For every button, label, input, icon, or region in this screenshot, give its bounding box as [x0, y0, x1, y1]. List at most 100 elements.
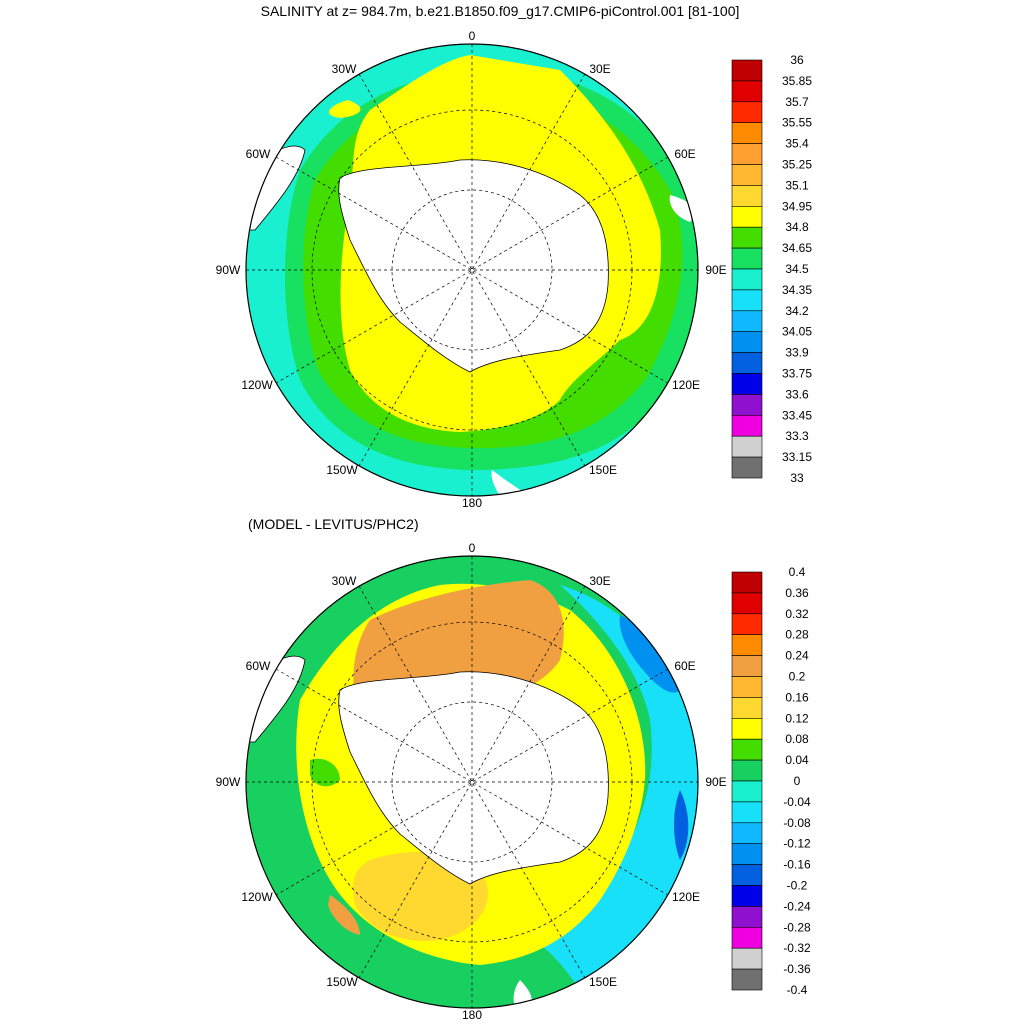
salinity-colorbar-box-11	[731, 289, 763, 312]
salinity-map: 0 30E 60E 90E 120E 150E 180 150W 120W 90…	[216, 29, 727, 510]
salinity-colorbar-box-6	[731, 185, 763, 207]
difference-colorbar-label-9: 0.04	[785, 753, 809, 767]
difference-colorbar-box-4	[731, 655, 763, 677]
lon-label-150w-diff: 150W	[326, 975, 358, 989]
diff-ross-core	[328, 895, 360, 935]
salinity-colorbar-box-12	[731, 310, 763, 332]
salinity-colorbar-box-16	[731, 394, 763, 416]
salinity-colorbar-label-14: 33.9	[785, 346, 809, 360]
difference-colorbar-label-14: -0.16	[783, 858, 811, 872]
difference-colorbar-label-0: 0.4	[789, 565, 806, 579]
lon-label-90e: 90E	[705, 263, 726, 277]
difference-colorbar-box-15	[731, 885, 763, 907]
salinity-colorbar: 36 35.85 35.7 35.55 35.4 35.25 35.1 34.95 34.8 34…	[731, 53, 812, 485]
graticule	[246, 44, 698, 496]
difference-map: 0 30E 60E 90E 120E 150E 180 150W 120W 90…	[216, 541, 727, 1022]
salinity-colorbar-box-15	[731, 373, 763, 395]
difference-colorbar: 0.4 0.36 0.32 0.28 0.24 0.2 0.16 0.12 0.08 0.04 0 -…	[731, 565, 811, 997]
salinity-colorbar-box-7	[731, 206, 763, 228]
salinity-colorbar-label-1: 35.85	[782, 74, 812, 88]
lon-label-60w-diff: 60W	[246, 659, 271, 673]
difference-colorbar-label-19: -0.36	[783, 962, 811, 976]
difference-colorbar-box-7	[731, 717, 763, 740]
salinity-colorbar-label-5: 35.25	[782, 158, 812, 172]
map-boundary	[245, 43, 699, 497]
difference-colorbar-label-17: -0.28	[783, 920, 811, 934]
difference-colorbar-box-16	[731, 906, 763, 928]
salinity-colorbar-label-0: 36	[790, 53, 804, 67]
difference-colorbar-label-3: 0.28	[785, 628, 809, 642]
lon-label-30e-diff: 30E	[589, 574, 610, 588]
difference-colorbar-label-7: 0.12	[785, 711, 809, 725]
difference-colorbar-label-4: 0.24	[785, 649, 809, 663]
difference-colorbar-box-12	[731, 822, 763, 844]
lon-label-0-diff: 0	[469, 541, 476, 555]
lon-label-180-diff: 180	[462, 1008, 482, 1022]
difference-colorbar-box-5	[731, 676, 763, 698]
difference-colorbar-label-10: 0	[794, 774, 801, 788]
salinity-colorbar-box-18	[731, 435, 763, 458]
salinity-patch	[328, 100, 361, 118]
difference-panel-title: (MODEL - LEVITUS/PHC2)	[248, 516, 419, 532]
difference-colorbar-box-17	[731, 926, 763, 949]
map-boundary-diff	[245, 555, 699, 1009]
salinity-colorbar-label-18: 33.3	[785, 429, 809, 443]
salinity-colorbar-label-9: 34.65	[782, 241, 812, 255]
difference-colorbar-box-14	[731, 864, 763, 886]
salinity-colorbar-box-17	[731, 414, 763, 437]
difference-colorbar-box-0	[731, 571, 763, 594]
salinity-colorbar-label-7: 34.95	[782, 199, 812, 213]
difference-colorbar-box-1	[731, 592, 763, 615]
lon-label-120w-diff: 120W	[241, 890, 273, 904]
salinity-colorbar-box-13	[731, 331, 763, 353]
salinity-colorbar-label-6: 35.1	[785, 178, 809, 192]
difference-colorbar-box-13	[731, 843, 763, 865]
salinity-colorbar-label-3: 35.55	[782, 116, 812, 130]
lon-label-30w: 30W	[332, 62, 357, 76]
salinity-colorbar-label-20: 33	[790, 471, 804, 485]
salinity-colorbar-box-1	[731, 80, 763, 103]
graticule-diff	[246, 556, 698, 1008]
difference-colorbar-box-9	[731, 759, 763, 782]
difference-colorbar-label-2: 0.32	[785, 607, 809, 621]
lon-label-150e-diff: 150E	[589, 975, 617, 989]
antarctica	[338, 159, 609, 373]
lon-label-150w: 150W	[326, 463, 358, 477]
salinity-colorbar-box-3	[731, 122, 763, 144]
salinity-colorbar-label-12: 34.2	[785, 304, 809, 318]
lon-label-30w-diff: 30W	[332, 574, 357, 588]
lon-label-0: 0	[469, 29, 476, 43]
antarctica-diff	[338, 671, 609, 885]
lon-label-60e: 60E	[674, 147, 695, 161]
land-islands	[669, 195, 694, 222]
lon-label-90w-diff: 90W	[216, 775, 241, 789]
diff-negative-patch-2	[674, 790, 689, 860]
salinity-colorbar-label-11: 34.35	[782, 283, 812, 297]
difference-colorbar-label-16: -0.24	[783, 899, 811, 913]
salinity-colorbar-label-10: 34.5	[785, 262, 809, 276]
salinity-colorbar-label-4: 35.4	[785, 137, 809, 151]
land-new-zealand	[491, 470, 530, 496]
difference-colorbar-box-18	[731, 947, 763, 970]
difference-colorbar-label-12: -0.08	[783, 816, 811, 830]
salinity-colorbar-label-2: 35.7	[785, 95, 809, 109]
lon-label-90w: 90W	[216, 263, 241, 277]
salinity-colorbar-label-17: 33.45	[782, 408, 812, 422]
difference-colorbar-label-15: -0.2	[787, 879, 808, 893]
page-title: SALINITY at z= 984.7m, b.e21.B1850.f09_g…	[260, 3, 740, 19]
difference-colorbar-label-5: 0.2	[789, 670, 806, 684]
salinity-colorbar-box-10	[731, 268, 763, 291]
salinity-colorbar-box-5	[731, 164, 763, 186]
difference-colorbar-label-1: 0.36	[785, 586, 809, 600]
salinity-colorbar-label-16: 33.6	[785, 387, 809, 401]
difference-colorbar-box-19	[731, 968, 763, 991]
difference-colorbar-box-8	[731, 738, 763, 761]
lon-label-90e-diff: 90E	[705, 775, 726, 789]
difference-colorbar-box-10	[731, 780, 763, 803]
lon-label-150e: 150E	[589, 463, 617, 477]
lon-label-120e: 120E	[672, 378, 700, 392]
salinity-colorbar-box-19	[731, 456, 763, 479]
difference-colorbar-box-6	[731, 697, 763, 719]
salinity-colorbar-box-0	[731, 59, 763, 82]
